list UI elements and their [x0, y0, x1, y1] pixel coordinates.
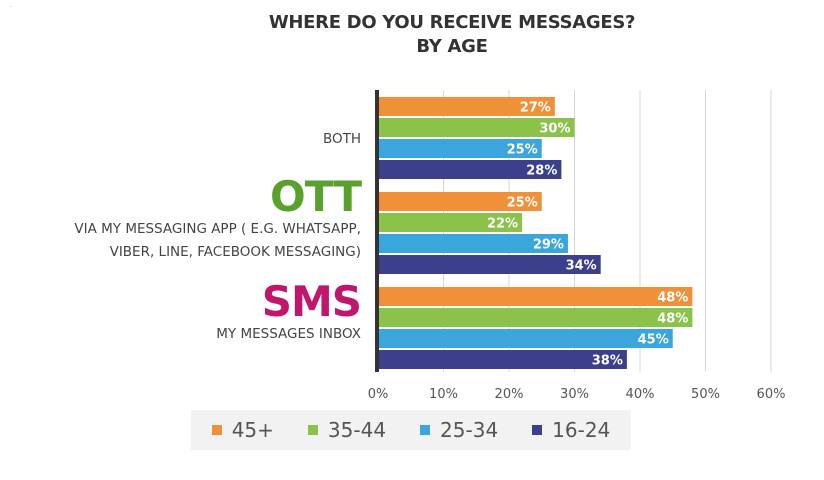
bar — [378, 329, 673, 348]
data-label: 27% — [520, 101, 551, 116]
data-label: 38% — [592, 354, 623, 369]
data-label: 29% — [533, 238, 564, 253]
legend-item: 25-34 — [420, 418, 498, 442]
x-tick-label: 0% — [368, 387, 389, 402]
bar — [378, 287, 693, 306]
chart-legend: 45+ 35-44 25-34 16-24 — [191, 410, 631, 450]
chart-subtitle: BY AGE — [416, 36, 488, 57]
corner-mark: . — [10, 3, 12, 9]
bar — [378, 139, 542, 158]
legend-label: 35-44 — [327, 418, 387, 442]
chart-title: WHERE DO YOU RECEIVE MESSAGES? — [268, 12, 636, 33]
legend-swatch — [307, 425, 318, 435]
y-axis-line — [375, 90, 379, 372]
category-heading: OTT — [270, 172, 362, 221]
x-tick-label: 50% — [691, 387, 720, 402]
bar-chart: 27%30%25%28%25%22%29%34%48%48%45%38%0% 10… — [74, 90, 786, 402]
data-label: 48% — [657, 312, 688, 327]
legend-item: 16-24 — [532, 418, 610, 442]
legend-swatch — [532, 425, 543, 435]
category-label: MY MESSAGES INBOX — [216, 326, 361, 342]
legend-swatch — [211, 425, 222, 435]
bar — [378, 234, 568, 253]
bar — [378, 97, 555, 116]
legend-swatch — [420, 425, 431, 435]
data-label: 30% — [539, 122, 570, 137]
legend-label: 25-34 — [440, 418, 499, 442]
category-label: VIBER, LINE, FACEBOOK MESSAGING) — [110, 244, 361, 260]
bar — [378, 118, 575, 137]
category-heading: SMS — [262, 277, 361, 326]
x-tick-label: 10% — [429, 387, 458, 402]
legend-item: 35-44 — [307, 418, 387, 442]
bar — [378, 213, 523, 232]
x-tick-label: 20% — [495, 387, 524, 402]
data-label: 45% — [638, 333, 669, 348]
legend-label: 45+ — [231, 418, 274, 442]
x-tick-label: 60% — [757, 387, 786, 402]
data-label: 25% — [507, 143, 538, 158]
data-label: 48% — [657, 291, 688, 306]
data-label: 25% — [507, 196, 538, 211]
bar — [378, 308, 693, 327]
bar — [378, 255, 601, 274]
x-tick-label: 30% — [560, 387, 589, 402]
bar — [378, 192, 542, 211]
bar — [378, 160, 562, 179]
data-label: 34% — [566, 259, 597, 274]
category-label: BOTH — [323, 131, 361, 147]
x-tick-label: 40% — [626, 387, 655, 402]
data-label: 22% — [487, 217, 518, 232]
legend-item: 45+ — [211, 418, 274, 442]
bar — [378, 350, 627, 369]
legend-label: 16-24 — [552, 418, 611, 442]
data-label: 28% — [526, 164, 557, 179]
category-label: VIA MY MESSAGING APP ( E.G. WHATSAPP, — [74, 221, 361, 237]
